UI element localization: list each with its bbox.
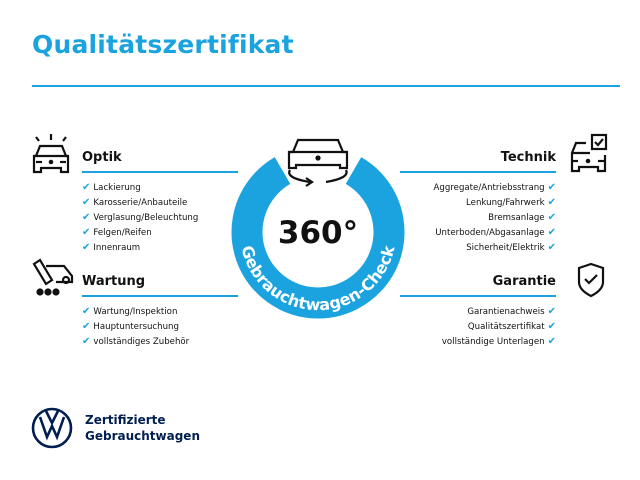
check-icon: ✔ bbox=[82, 306, 91, 317]
checklist-item-label: Wartung/Inspektion bbox=[93, 307, 178, 317]
section-divider bbox=[82, 295, 238, 297]
checklist-item: Qualitätszertifikat ✔ bbox=[400, 319, 556, 334]
checklist-item-label: Sicherheit/Elektrik bbox=[466, 243, 545, 253]
checklist-item-label: vollständige Unterlagen bbox=[441, 337, 545, 347]
checklist-item: Sicherheit/Elektrik ✔ bbox=[400, 240, 556, 255]
check-icon: ✔ bbox=[547, 197, 556, 208]
title-divider bbox=[32, 85, 620, 87]
checklist-item-label: Lackierung bbox=[93, 183, 141, 193]
checklist-item: ✔ Lackierung bbox=[82, 180, 238, 195]
vw-logo bbox=[31, 407, 73, 449]
check-icon: ✔ bbox=[547, 227, 556, 238]
check-icon: ✔ bbox=[82, 242, 91, 253]
check-icon: ✔ bbox=[547, 306, 556, 317]
check-icon: ✔ bbox=[547, 321, 556, 332]
section-divider bbox=[400, 295, 556, 297]
section-divider bbox=[82, 171, 238, 173]
checklist-item: ✔ Innenraum bbox=[82, 240, 238, 255]
section-optik: Optik ✔ Lackierung ✔ Karosserie/Anbauteile ✔… bbox=[82, 150, 238, 255]
checklist-item-label: Garantienachweis bbox=[467, 307, 545, 317]
checklist-item: Garantienachweis ✔ bbox=[400, 304, 556, 319]
checklist-item-label: Unterboden/Abgasanlage bbox=[435, 228, 545, 238]
badge-360-label: 360° bbox=[278, 215, 358, 251]
checklist-item-label: Bremsanlage bbox=[488, 213, 545, 223]
footer-line-1: Zertifizierte bbox=[85, 413, 166, 427]
checklist-item: ✔ vollständiges Zubehör bbox=[82, 334, 238, 349]
checklist-item-label: Qualitätszertifikat bbox=[467, 322, 545, 332]
check-icon: ✔ bbox=[547, 336, 556, 347]
service-tool-icon bbox=[32, 258, 74, 296]
checklist: ✔ Lackierung ✔ Karosserie/Anbauteile ✔ Vergla… bbox=[82, 180, 238, 255]
checklist-item-label: Aggregate/Antriebsstrang bbox=[433, 183, 545, 193]
checklist-item-label: Verglasung/Beleuchtung bbox=[93, 213, 199, 223]
checklist-item: ✔ Felgen/Reifen bbox=[82, 225, 238, 240]
checklist-item: ✔ Karosserie/Anbauteile bbox=[82, 195, 238, 210]
car-rotate-icon bbox=[287, 138, 349, 187]
check-icon: ✔ bbox=[547, 212, 556, 223]
section-heading: Technik bbox=[500, 150, 556, 165]
check-icon: ✔ bbox=[82, 197, 91, 208]
section-garantie: Garantie Garantienachweis ✔ Qualitätszerti… bbox=[400, 274, 556, 349]
checklist-item-label: Innenraum bbox=[93, 243, 141, 253]
page-title: Qualitätszertifikat bbox=[32, 30, 294, 59]
check-icon: ✔ bbox=[547, 182, 556, 193]
check-icon: ✔ bbox=[82, 182, 91, 193]
checklist-item: Lenkung/Fahrwerk ✔ bbox=[400, 195, 556, 210]
checklist: Garantienachweis ✔ Qualitätszertifikat ✔ vol… bbox=[400, 304, 556, 349]
badge-ring bbox=[231, 157, 405, 319]
checklist-item: Unterboden/Abgasanlage ✔ bbox=[400, 225, 556, 240]
checklist-item-label: Felgen/Reifen bbox=[93, 228, 152, 238]
checklist-item-label: vollständiges Zubehör bbox=[93, 337, 190, 347]
check-icon: ✔ bbox=[547, 242, 556, 253]
car-lights-icon bbox=[32, 134, 70, 174]
checklist-item-label: Lenkung/Fahrwerk bbox=[466, 198, 545, 208]
section-heading: Optik bbox=[82, 150, 122, 165]
section-heading: Garantie bbox=[492, 274, 556, 289]
car-checkbox-icon bbox=[570, 133, 608, 173]
checklist-item: ✔ Hauptuntersuchung bbox=[82, 319, 238, 334]
checklist-item: Bremsanlage ✔ bbox=[400, 210, 556, 225]
checklist-item: Aggregate/Antriebsstrang ✔ bbox=[400, 180, 556, 195]
section-heading: Wartung bbox=[82, 274, 146, 289]
check-icon: ✔ bbox=[82, 336, 91, 347]
footer-line-2: Gebrauchtwagen bbox=[85, 429, 200, 443]
360-check-badge: Gebrauchtwagen-Check 360° bbox=[231, 138, 405, 319]
checklist-item: vollständige Unterlagen ✔ bbox=[400, 334, 556, 349]
checklist: Aggregate/Antriebsstrang ✔ Lenkung/Fahrwer… bbox=[400, 180, 556, 255]
footer-brand-text: Zertifizierte Gebrauchtwagen bbox=[85, 412, 200, 444]
check-icon: ✔ bbox=[82, 321, 91, 332]
checklist-item: ✔ Wartung/Inspektion bbox=[82, 304, 238, 319]
section-wartung: Wartung ✔ Wartung/Inspektion ✔ Hauptuntersu… bbox=[82, 274, 238, 349]
checklist: ✔ Wartung/Inspektion ✔ Hauptuntersuchung ✔ vo… bbox=[82, 304, 238, 349]
checklist-item: ✔ Verglasung/Beleuchtung bbox=[82, 210, 238, 225]
check-icon: ✔ bbox=[82, 212, 91, 223]
checklist-item-label: Karosserie/Anbauteile bbox=[93, 198, 188, 208]
check-icon: ✔ bbox=[82, 227, 91, 238]
section-divider bbox=[400, 171, 556, 173]
shield-check-icon bbox=[577, 262, 605, 298]
section-technik: Technik Aggregate/Antriebsstrang ✔ Lenkung… bbox=[400, 150, 556, 255]
checklist-item-label: Hauptuntersuchung bbox=[93, 322, 179, 332]
